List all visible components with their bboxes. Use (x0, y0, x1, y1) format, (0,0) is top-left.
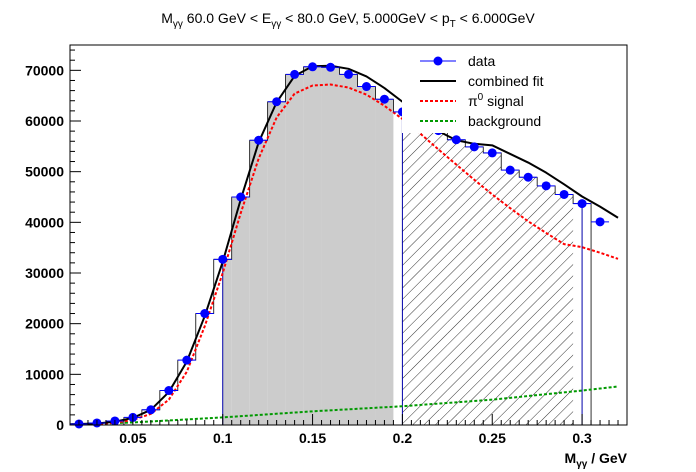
x-tick-label: 0.15 (299, 430, 326, 446)
data-point (451, 135, 461, 145)
y-tick-label: 0 (56, 417, 64, 433)
legend-entry-combined-fit: combined fit (420, 73, 544, 89)
region-fill-bin (222, 259, 232, 425)
data-point (344, 69, 353, 79)
region-fill-bin (537, 185, 556, 425)
region-fill-bin (555, 194, 574, 425)
y-tick-label: 60000 (25, 113, 64, 129)
region-fill-bin (519, 177, 538, 425)
signal-fit-line (70, 83, 619, 425)
legend-label-signal: π0 signal (468, 92, 524, 109)
region-fill-bin (321, 67, 340, 425)
legend-label-combined-fit: combined fit (468, 73, 544, 89)
y-tick-label: 70000 (25, 62, 64, 78)
region-fill-bin (402, 111, 412, 425)
x-tick-label: 0.05 (119, 430, 146, 446)
legend: data combined fit π0 signal background (402, 50, 614, 133)
data-point (164, 386, 174, 396)
data-point (326, 62, 336, 72)
data-point (254, 135, 264, 145)
y-tick-label: 50000 (25, 164, 64, 180)
y-tick-label: 30000 (25, 265, 64, 281)
region-fill-bin (375, 99, 394, 425)
data-point (218, 254, 228, 264)
data-point (487, 148, 497, 158)
data-point (505, 165, 515, 175)
legend-entry-signal: π0 signal (420, 92, 524, 109)
x-axis: 0.05 0.1 0.15 0.2 0.25 0.3 (69, 414, 619, 446)
y-axis: 0 10000 20000 30000 40000 50000 60000 70000 (25, 49, 81, 433)
x-axis-label: Mγγ / GeV (565, 450, 628, 470)
regions (222, 66, 583, 425)
region-fill-bin (357, 86, 376, 425)
chart-title: Mγγ 60.0 GeV < Eγγ < 80.0 GeV, 5.000GeV … (161, 10, 535, 30)
data-point (469, 142, 479, 152)
legend-label-background: background (468, 113, 541, 129)
x-tick-label: 0.25 (479, 430, 506, 446)
region-fill-bin (339, 74, 358, 425)
x-tick-label: 0.1 (213, 430, 233, 446)
data-point (146, 405, 156, 415)
region-fill-bin (231, 197, 250, 425)
data-point (290, 69, 300, 79)
legend-marker-data (433, 56, 443, 66)
data-point (200, 309, 210, 319)
data-point (308, 62, 318, 72)
data-point (361, 82, 371, 92)
y-tick-label: 40000 (25, 214, 64, 230)
data-point (236, 192, 246, 202)
legend-label-data: data (468, 53, 495, 69)
data-point (577, 199, 587, 209)
legend-entry-background: background (420, 113, 541, 129)
legend-entry-data: data (420, 53, 495, 69)
region-fill-bin (267, 101, 286, 425)
data-point (182, 355, 192, 365)
region-fill-bin (303, 66, 322, 425)
data-point (272, 97, 282, 107)
data-point (379, 94, 389, 104)
background-fit-line (70, 385, 619, 425)
data-point (523, 172, 533, 182)
region-fill-bin (411, 122, 430, 425)
region-fill-bin (429, 130, 448, 425)
data-point (559, 189, 569, 199)
region-fill-bin (465, 146, 484, 425)
title-m-sub: γγ (173, 19, 183, 30)
y-tick-label: 20000 (25, 316, 64, 332)
data-point (541, 181, 551, 191)
y-tick-label: 10000 (25, 366, 64, 382)
region-fill-bin (483, 152, 502, 425)
data-point (595, 217, 605, 227)
region-fill-bin (285, 74, 304, 425)
x-tick-label: 0.2 (393, 430, 413, 446)
region-fill-bin (249, 140, 268, 425)
region-fill-bin (447, 139, 466, 425)
region-fill-bin (501, 170, 520, 425)
x-tick-label: 0.3 (572, 430, 592, 446)
